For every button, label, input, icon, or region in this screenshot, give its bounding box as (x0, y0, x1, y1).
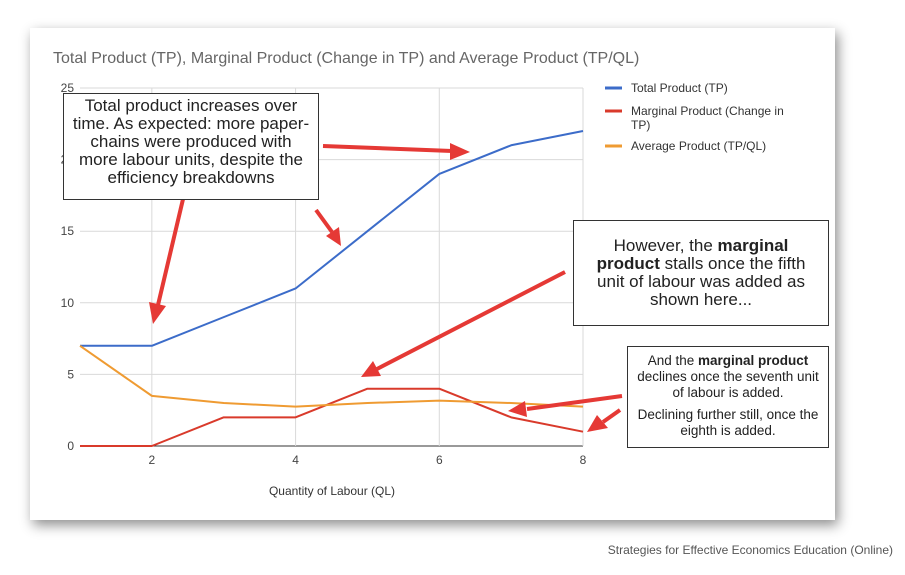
arrow-head (508, 401, 527, 417)
annotation-marginal-decline: And the marginal product declines once t… (627, 346, 829, 448)
arrow-head (361, 361, 381, 377)
y-tick-label: 0 (67, 439, 74, 453)
series-lines (79, 129, 584, 447)
annotation-text: However, the (613, 236, 718, 255)
grid (80, 87, 584, 447)
annotation-total-product: Total product increases over time. As ex… (63, 93, 319, 200)
arrow-head (587, 415, 608, 432)
legend-label-mp-line2: TP) (631, 118, 650, 132)
arrow-to-mp-further (601, 408, 622, 424)
series-line-total-product (80, 129, 584, 347)
arrow-to-tp-upper (322, 144, 453, 153)
arrow-head (326, 227, 341, 246)
chart-title: Total Product (TP), Marginal Product (Ch… (53, 50, 639, 67)
arrow-to-tp-middle (314, 208, 334, 234)
y-tick-label: 10 (61, 296, 75, 310)
series-line-average-product (79, 344, 584, 408)
annotation-text: declines once the seventh unit of labour… (637, 369, 819, 400)
x-tick-label: 8 (580, 453, 587, 467)
arrow-head (450, 143, 470, 160)
y-tick-label: 15 (61, 224, 75, 238)
arrow-head (149, 302, 166, 324)
legend: Total Product (TP) Marginal Product (Cha… (605, 81, 784, 153)
x-tick-labels: 2 4 6 8 (149, 453, 587, 467)
annotation-decline-text: And the marginal product declines once t… (634, 353, 822, 401)
annotation-marginal-stall: However, the marginal product stalls onc… (573, 220, 829, 326)
annotation-bold-term: marginal product (698, 353, 809, 368)
x-axis-label: Quantity of Labour (QL) (269, 484, 395, 498)
legend-label-mp-line1: Marginal Product (Change in (631, 104, 784, 118)
legend-label-tp: Total Product (TP) (631, 81, 728, 95)
legend-label-ap: Average Product (TP/QL) (631, 139, 766, 153)
x-tick-label: 4 (292, 453, 299, 467)
annotation-arrows (149, 143, 623, 432)
y-tick-label: 25 (61, 81, 75, 95)
arrow-to-mp-decline (526, 394, 623, 411)
footer-credit: Strategies for Effective Economics Educa… (607, 543, 893, 557)
annotation-further-text: Declining further still, once the eighth… (637, 407, 819, 438)
x-tick-label: 2 (149, 453, 156, 467)
series-line-marginal-product (80, 387, 584, 447)
annotation-bold-term: marginal product (596, 236, 789, 273)
y-tick-label: 5 (67, 367, 74, 381)
annotation-text: stalls once the fifth unit of labour was… (597, 254, 806, 309)
annotation-text: And the (647, 353, 699, 368)
arrow-to-mp-stall (376, 270, 566, 371)
x-tick-label: 6 (436, 453, 443, 467)
